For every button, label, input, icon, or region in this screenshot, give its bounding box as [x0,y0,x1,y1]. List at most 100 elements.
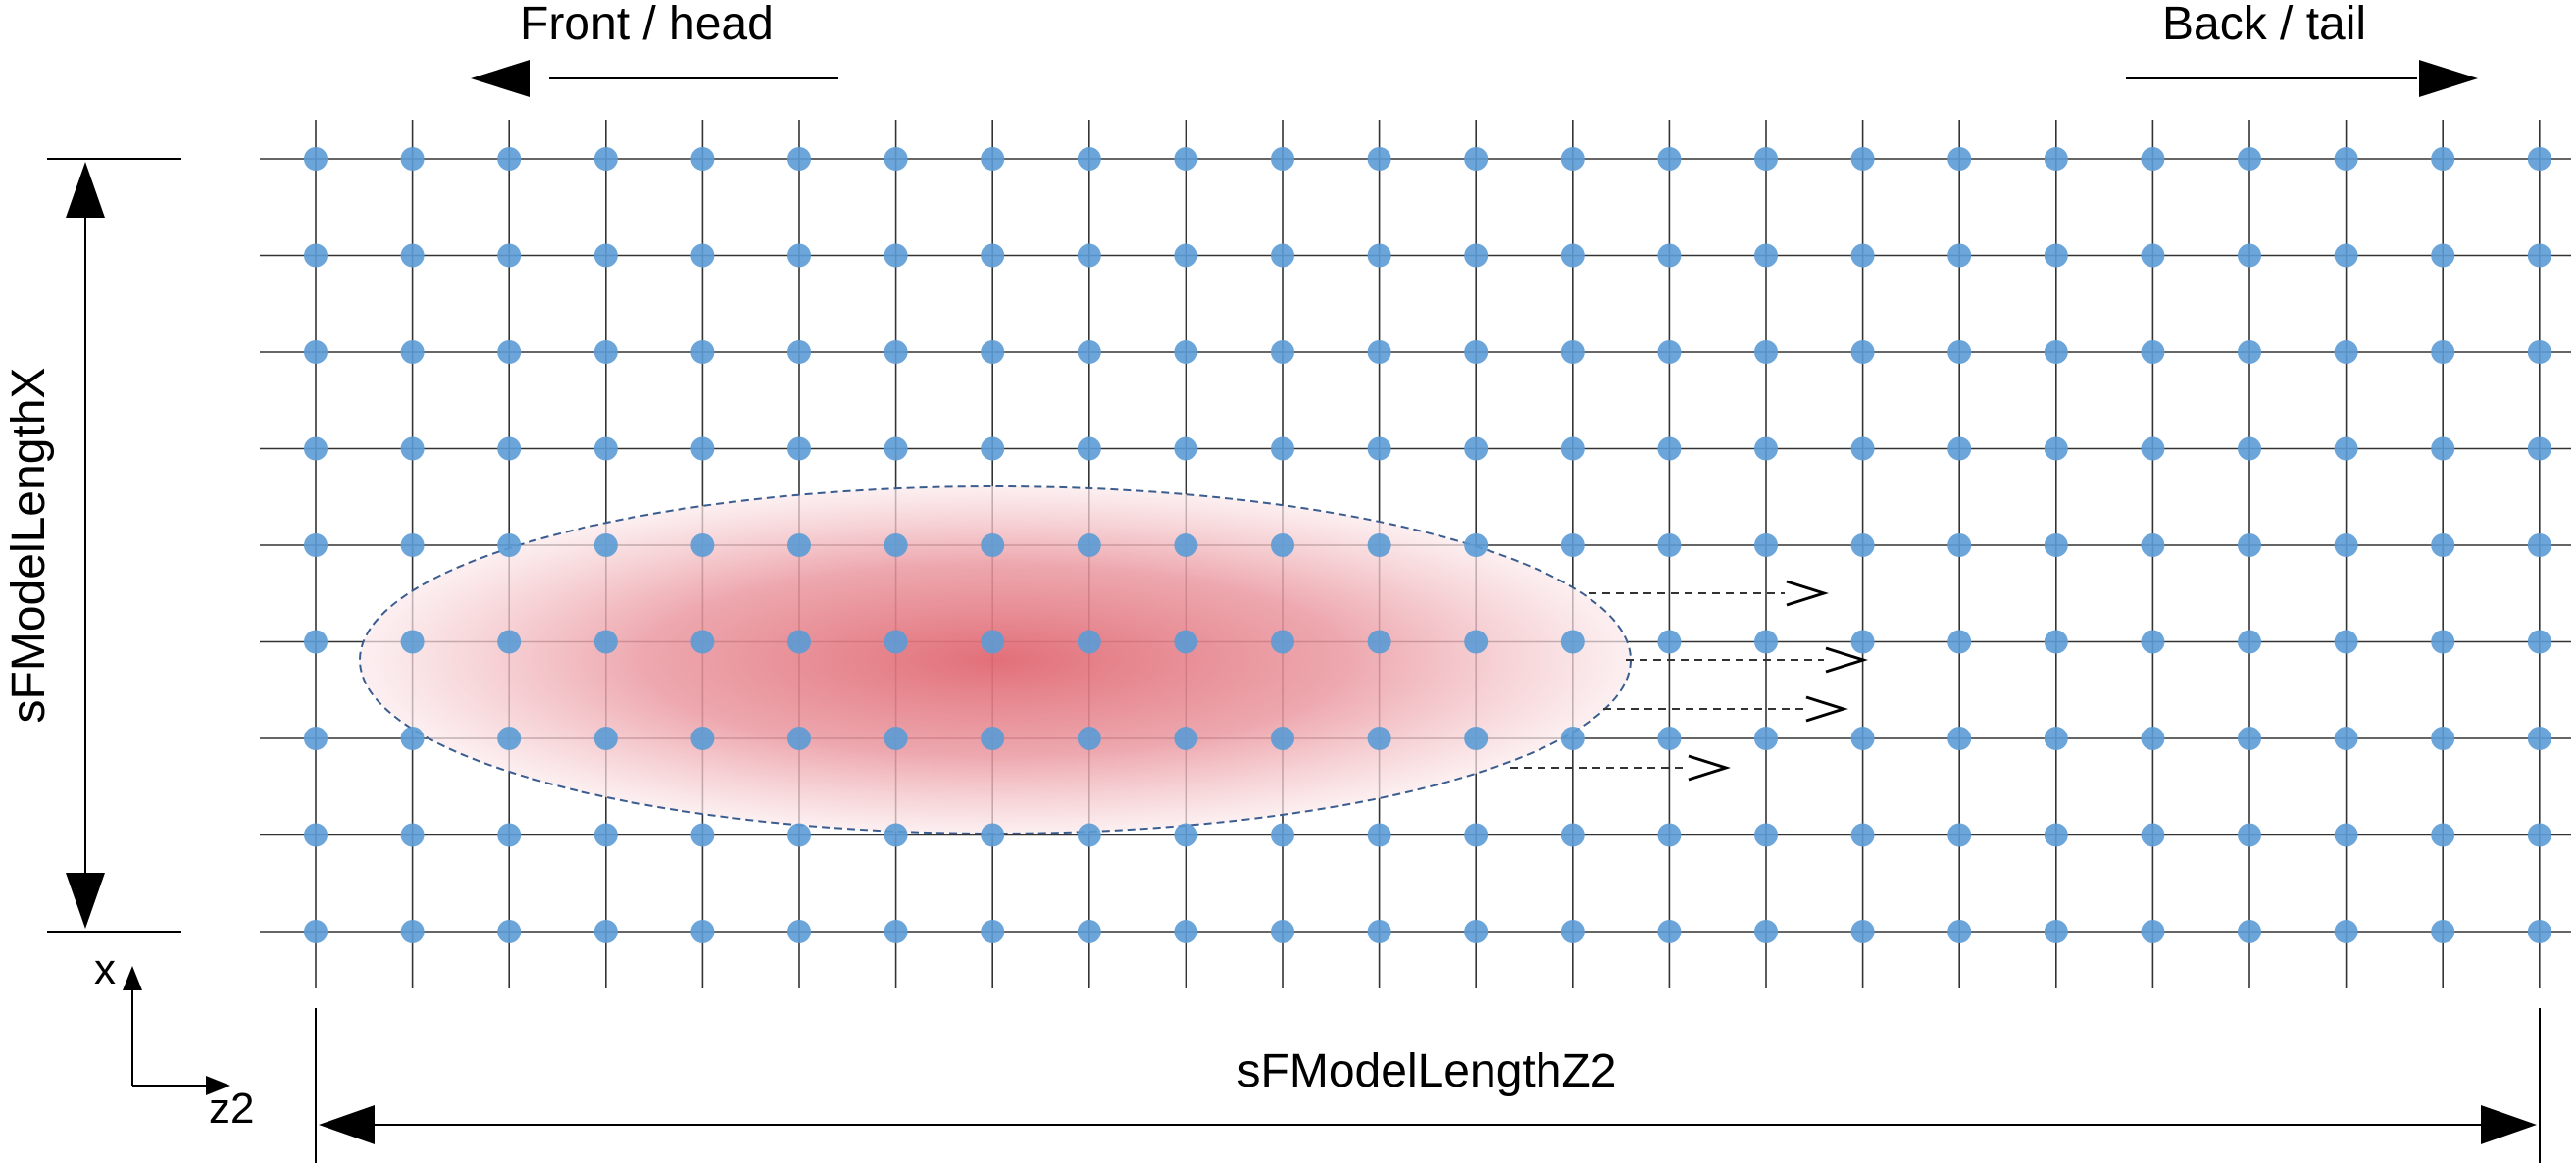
grid-node [1754,727,1778,750]
grid-node [787,533,811,557]
grid-node [497,823,522,847]
grid-node [1174,920,1198,943]
grid-node [1174,727,1198,750]
grid-node [2044,340,2068,364]
grid-node [2431,340,2455,364]
grid-node [497,920,522,943]
grid-node [884,243,908,268]
grid-node [690,727,715,750]
grid-node [1174,823,1198,847]
grid-node [497,727,522,750]
grid-node [1464,436,1489,461]
grid-node [593,823,618,847]
grid-node [1367,823,1391,847]
grid-node [2238,436,2261,461]
velocity-chevron-3 [1805,695,1848,723]
grid-node [2238,727,2261,750]
grid-node [497,436,522,461]
grid-node [2238,147,2261,171]
grid-node [593,630,618,654]
grid-node [1947,727,1972,750]
grid-node [1367,436,1391,461]
grid-node [1754,436,1778,461]
grid-node [2141,533,2165,557]
grid-node [2044,436,2068,461]
grid-node [981,630,1005,654]
grid-node [1464,533,1489,557]
grid-node [2141,243,2165,268]
grid-node [497,533,522,557]
grid-node [497,630,522,654]
grid-node [1657,340,1682,364]
grid-node [981,533,1005,557]
grid-node [2527,243,2551,268]
velocity-chevron-1 [1786,580,1829,607]
velocity-chevron-4 [1688,754,1731,782]
grid-node [1754,630,1778,654]
grid-node [1271,340,1294,364]
grid-node [2141,920,2165,943]
grid-node [1077,243,1101,268]
velocity-chevron-2 [1825,646,1868,674]
grid-node [304,436,328,461]
grid-node [400,823,425,847]
grid-node [1754,823,1778,847]
grid-node [690,340,715,364]
grid-node [981,340,1005,364]
grid-node [2334,823,2358,847]
grid-node [1850,243,1875,268]
grid-node [1077,340,1101,364]
grid-node [884,823,908,847]
length-x-label: sFModelLengthX [3,368,55,724]
axis-z2-label: z2 [209,1085,254,1133]
grid-node [2141,436,2165,461]
grid-node [1754,340,1778,364]
grid-node [981,727,1005,750]
grid-node [1077,727,1101,750]
grid-node [690,243,715,268]
grid-node [1754,920,1778,943]
grid-node [2334,147,2358,171]
grid-node [2044,533,2068,557]
grid-node [2527,630,2551,654]
grid-node [1850,340,1875,364]
grid-node [2334,243,2358,268]
grid-node [2431,243,2455,268]
grid-node [1464,920,1489,943]
grid-node [1271,920,1294,943]
grid-node [2141,823,2165,847]
grid-node [1174,533,1198,557]
grid-node [1464,727,1489,750]
grid-node [1657,823,1682,847]
grid-node [2141,340,2165,364]
grid-node [593,147,618,171]
grid-node [1174,243,1198,268]
grid-node [981,823,1005,847]
grid-node [2141,727,2165,750]
grid-node [304,823,328,847]
grid-node [1850,920,1875,943]
grid-node [690,533,715,557]
grid-node [1271,823,1294,847]
grid-node [1560,727,1585,750]
grid-node [787,243,811,268]
back-tail-label: Back / tail [2162,0,2366,50]
grid-node [400,340,425,364]
grid-node [1560,920,1585,943]
grid-node [1947,823,1972,847]
grid-node [1367,340,1391,364]
grid-node [1271,243,1294,268]
grid-node [1560,243,1585,268]
grid-node [1367,533,1391,557]
grid-node [1077,823,1101,847]
grid-node [690,630,715,654]
grid-node [2527,147,2551,171]
grid-node [2334,920,2358,943]
grid-node [593,340,618,364]
grid-node [1947,436,1972,461]
grid-node [1367,147,1391,171]
grid-node [593,533,618,557]
grid-node [2334,533,2358,557]
length-z2-dimension [315,1008,2541,1163]
grid-node [497,340,522,364]
